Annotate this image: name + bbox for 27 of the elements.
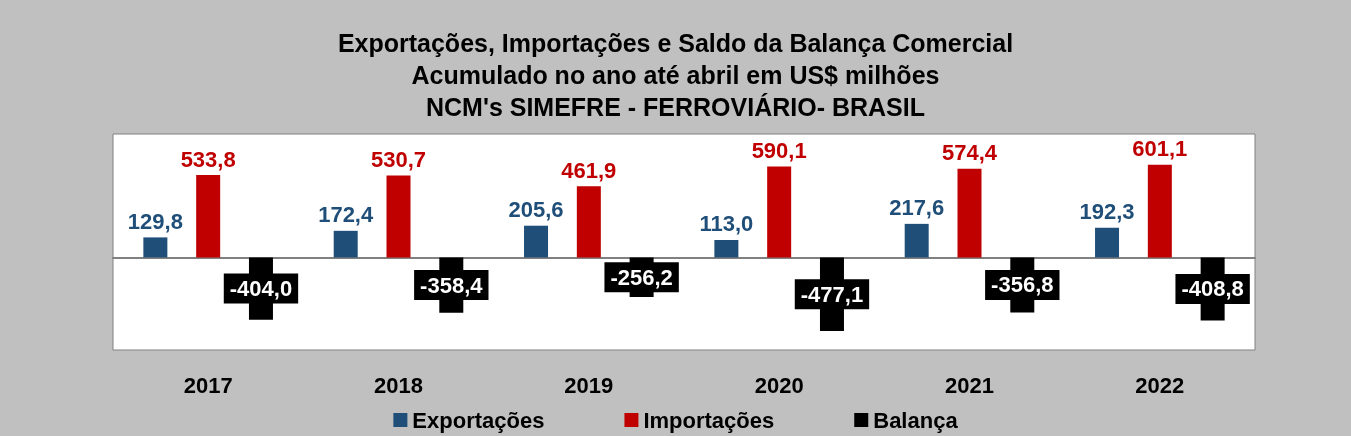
data-label: -477,1 (800, 281, 864, 307)
data-label: 113,0 (699, 211, 754, 237)
data-label: 574,4 (941, 140, 998, 166)
data-label: -408,8 (1181, 276, 1244, 302)
data-label: 530,7 (370, 147, 427, 173)
data-label: 590,1 (751, 137, 807, 163)
legend-label: Importações (643, 407, 775, 433)
data-label: 172,4 (318, 202, 374, 228)
data-label: 205,6 (508, 197, 564, 223)
data-label: 192,3 (1079, 199, 1135, 225)
data-label: 461,9 (561, 157, 617, 183)
data-label: -358,4 (420, 272, 484, 298)
data-label: -404,0 (229, 276, 293, 302)
x-tick-label: 2022 (1135, 372, 1185, 398)
chart-title: Exportações, Importações e Saldo da Balança Comercial Acumulado no ano até abril em US$ milhões NCM's SIMEFRE - FERROVIÁRIO- BRASIL (337, 29, 1014, 121)
x-tick-label: 2017 (183, 372, 233, 398)
data-label: 601,1 (1132, 136, 1188, 162)
data-label: 217,6 (889, 195, 945, 221)
legend-label: Balança (873, 407, 959, 433)
data-label: 533,8 (180, 146, 236, 172)
x-tick-label: 2020 (754, 372, 804, 398)
legend-label: Exportações (412, 407, 545, 433)
x-tick-label: 2019 (564, 372, 614, 398)
x-tick-label: 2021 (945, 372, 994, 398)
data-label: -356,8 (991, 272, 1054, 298)
x-tick-label: 2018 (374, 372, 423, 398)
data-label: 129,8 (127, 208, 183, 234)
